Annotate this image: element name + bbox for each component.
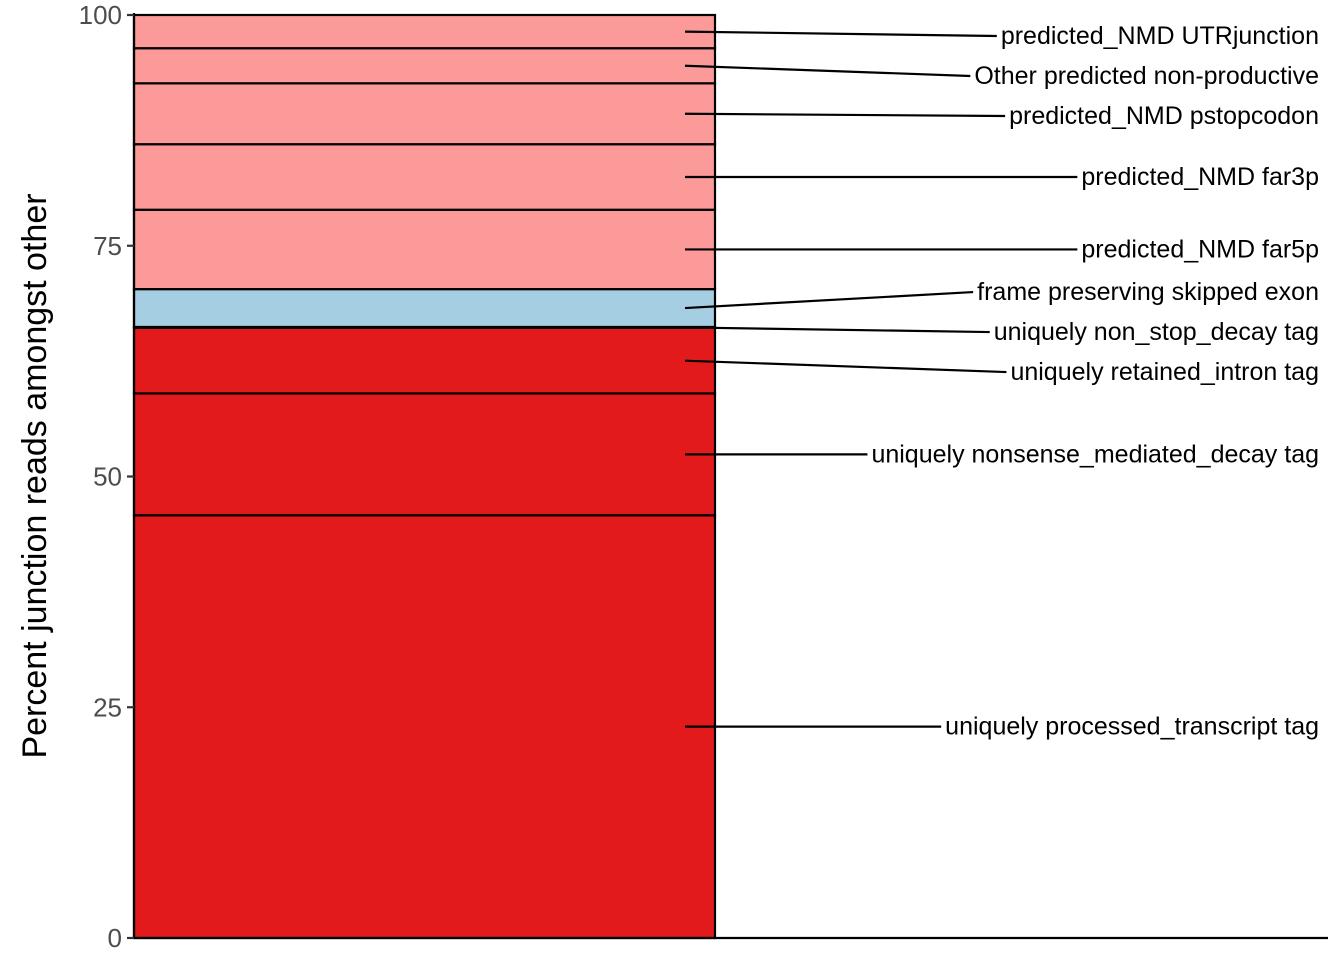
axes-layer: 0 25 50 75 100 bbox=[79, 0, 1328, 953]
segment-leader-line bbox=[684, 290, 974, 310]
bar-segment bbox=[132, 143, 717, 211]
bar-segment bbox=[132, 514, 717, 940]
segment-label: uniquely retained_intron tag bbox=[1010, 358, 1319, 386]
segment-leader-line bbox=[684, 112, 1006, 118]
segment-label: Other predicted non-productive bbox=[974, 62, 1319, 90]
bar-segment bbox=[132, 208, 717, 291]
y-tick-label: 25 bbox=[93, 692, 122, 722]
segment-leader-line bbox=[684, 64, 971, 78]
segment-leader-line bbox=[684, 326, 990, 334]
bar-segment bbox=[132, 288, 717, 329]
segment-label: uniquely nonsense_mediated_decay tag bbox=[871, 440, 1319, 468]
segment-label: predicted_NMD pstopcodon bbox=[1009, 102, 1319, 130]
segment-label: predicted_NMD far5p bbox=[1081, 235, 1319, 263]
bars-layer bbox=[132, 13, 717, 940]
y-axis-title: Percent junction reads amongst other bbox=[16, 193, 54, 758]
bar-segment bbox=[132, 326, 717, 395]
labels-layer: uniquely processed_transcript tag uniquel… bbox=[684, 22, 1319, 741]
y-tick-label: 0 bbox=[108, 923, 122, 953]
bar-segment bbox=[132, 392, 717, 517]
segment-label: uniquely non_stop_decay tag bbox=[994, 318, 1319, 346]
segment-leader-line bbox=[684, 359, 1007, 374]
bar-segment bbox=[132, 82, 717, 146]
segment-leader-line bbox=[684, 30, 997, 38]
y-tick-label: 50 bbox=[93, 462, 122, 492]
bar-segment bbox=[132, 13, 717, 50]
bar-segment bbox=[132, 47, 717, 85]
y-tick-label: 100 bbox=[79, 0, 122, 30]
segment-label: frame preserving skipped exon bbox=[977, 278, 1319, 306]
y-tick-label: 75 bbox=[93, 231, 122, 261]
segment-label: predicted_NMD far3p bbox=[1081, 163, 1319, 191]
segment-label: predicted_NMD UTRjunction bbox=[1001, 22, 1319, 50]
segment-label: uniquely processed_transcript tag bbox=[945, 713, 1319, 741]
